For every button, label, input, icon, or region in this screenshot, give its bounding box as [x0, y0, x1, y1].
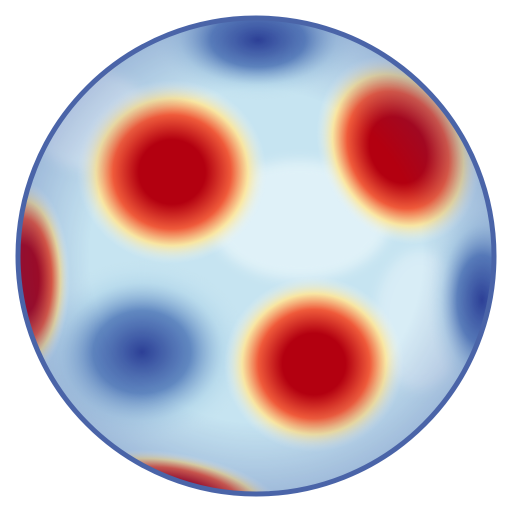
sphere-outline: [15, 15, 497, 497]
sphere-shading: [18, 18, 494, 494]
